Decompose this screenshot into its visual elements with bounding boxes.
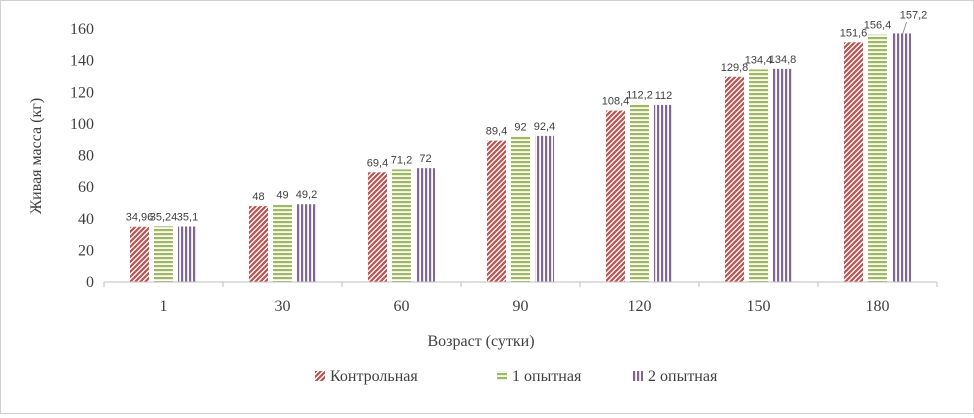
bar-3-180 <box>892 33 911 282</box>
data-label: 134,8 <box>769 54 797 66</box>
legend-swatch-1 <box>315 371 325 381</box>
y-axis: 0 20 40 60 80 100 120 140 160 <box>70 21 94 291</box>
x-tick-label: 150 <box>747 298 771 315</box>
bar-3-30 <box>297 204 316 282</box>
y-tick-label: 40 <box>78 211 94 228</box>
bar-2-150 <box>749 69 768 282</box>
bar-1-60 <box>368 172 387 282</box>
bars-group <box>130 33 911 283</box>
legend-swatch-3 <box>633 371 643 381</box>
data-label: 92 <box>514 122 526 134</box>
data-label-leader-line <box>902 22 907 35</box>
data-label: 156,4 <box>864 20 892 32</box>
bar-3-1 <box>178 226 197 282</box>
x-tick-label: 180 <box>866 298 890 315</box>
y-tick-label: 160 <box>70 21 94 38</box>
x-tick-label: 120 <box>628 298 652 315</box>
bar-2-120 <box>630 104 649 283</box>
data-label: 48 <box>252 191 264 203</box>
data-label: 112,2 <box>626 90 653 102</box>
bar-3-60 <box>416 168 435 282</box>
data-label: 34,96 <box>126 212 154 224</box>
data-label: 35,1 <box>177 211 198 223</box>
y-axis-title: Живая масса (кг) <box>28 98 45 214</box>
legend-swatch-2 <box>497 371 507 381</box>
data-label: 92,4 <box>534 121 555 133</box>
y-tick-label: 140 <box>70 53 94 70</box>
bar-1-150 <box>725 76 744 282</box>
data-label: 71,2 <box>391 154 412 166</box>
data-label: 134,4 <box>745 54 773 66</box>
bar-1-30 <box>249 206 268 282</box>
bar-2-90 <box>511 136 530 282</box>
y-tick-label: 0 <box>86 274 94 291</box>
data-label: 49 <box>276 190 288 202</box>
x-axis: 1 30 60 90 120 150 180 <box>103 281 938 315</box>
legend-label-3: 2 опытная <box>648 368 718 385</box>
bar-2-180 <box>868 34 887 282</box>
x-tick-label: 30 <box>275 298 291 315</box>
x-tick-label: 60 <box>394 298 410 315</box>
bar-2-60 <box>392 169 411 282</box>
data-label: 151,6 <box>840 27 868 39</box>
legend: Контрольная 1 опытная 2 опытная <box>315 368 718 385</box>
bar-2-30 <box>273 204 292 282</box>
x-axis-title: Возраст (сутки) <box>427 333 534 350</box>
bar-1-90 <box>487 140 506 282</box>
data-label: 129,8 <box>721 62 749 74</box>
data-label: 157,2 <box>900 9 928 21</box>
bar-1-1 <box>130 226 149 282</box>
bar-2-1 <box>154 226 173 282</box>
bar-3-120 <box>654 104 673 283</box>
y-tick-label: 60 <box>78 179 94 196</box>
bar-1-180 <box>844 42 863 282</box>
y-tick-label: 20 <box>78 242 94 259</box>
data-label: 89,4 <box>486 126 507 138</box>
x-tick-label: 90 <box>513 298 529 315</box>
y-tick-label: 120 <box>70 84 94 101</box>
y-tick-label: 80 <box>78 148 94 165</box>
legend-label-2: 1 опытная <box>512 368 582 385</box>
data-label: 69,4 <box>367 157 388 169</box>
data-label: 112 <box>655 90 673 102</box>
bar-3-150 <box>773 68 792 282</box>
data-label: 35,24 <box>150 211 178 223</box>
x-tick-label: 1 <box>160 298 168 315</box>
data-labels-group: 34,96 48 69,4 89,4 108,4 129,8 151,6 35,24 49 71,… <box>126 9 928 223</box>
data-label: 108,4 <box>602 96 630 108</box>
data-label: 72 <box>419 153 431 165</box>
data-label: 49,2 <box>296 189 317 201</box>
legend-label-1: Контрольная <box>330 368 418 385</box>
bar-3-90 <box>535 135 554 282</box>
y-tick-label: 100 <box>70 116 94 133</box>
bar-1-120 <box>606 110 625 282</box>
